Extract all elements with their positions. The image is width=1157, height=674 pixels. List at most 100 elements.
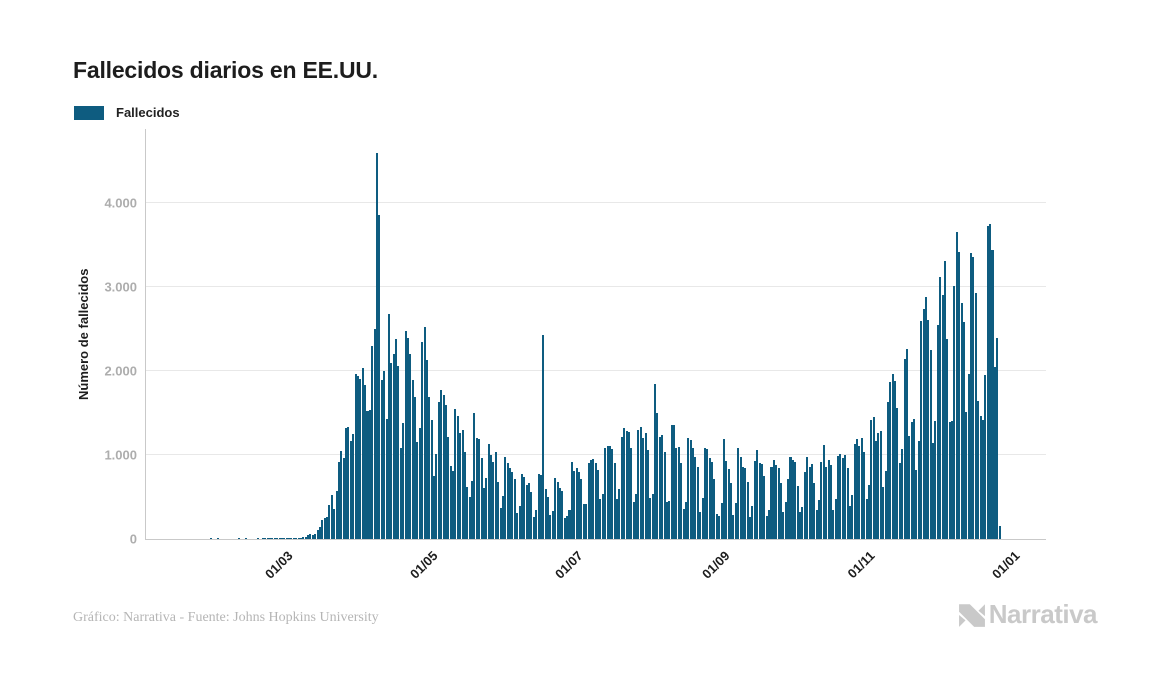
bar[interactable] — [261, 538, 264, 539]
bar[interactable] — [292, 538, 295, 539]
bar[interactable] — [608, 446, 611, 539]
bar[interactable] — [556, 482, 559, 539]
bar[interactable] — [485, 477, 488, 539]
bar[interactable] — [996, 337, 999, 539]
bar[interactable] — [913, 418, 916, 539]
bar[interactable] — [601, 494, 604, 539]
bar[interactable] — [924, 297, 927, 539]
bar[interactable] — [599, 498, 602, 539]
bar[interactable] — [882, 487, 885, 539]
bar[interactable] — [323, 518, 326, 539]
bar[interactable] — [625, 430, 628, 539]
bar[interactable] — [518, 506, 521, 539]
bar[interactable] — [865, 498, 868, 539]
bar[interactable] — [563, 517, 566, 539]
bar[interactable] — [962, 321, 965, 539]
bar[interactable] — [813, 483, 816, 539]
bar[interactable] — [551, 510, 554, 539]
bar[interactable] — [789, 457, 792, 539]
bar[interactable] — [492, 461, 495, 539]
bar[interactable] — [967, 374, 970, 539]
bar[interactable] — [582, 503, 585, 539]
bar[interactable] — [827, 460, 830, 539]
chart-legend[interactable]: Fallecidos — [74, 105, 180, 120]
bar[interactable] — [604, 447, 607, 539]
bar[interactable] — [558, 487, 561, 539]
bar[interactable] — [364, 385, 367, 539]
bar[interactable] — [651, 493, 654, 539]
bar[interactable] — [984, 375, 987, 539]
bar[interactable] — [936, 325, 939, 539]
bar[interactable] — [627, 432, 630, 539]
bar[interactable] — [744, 468, 747, 539]
bar[interactable] — [768, 510, 771, 539]
bar[interactable] — [872, 417, 875, 539]
bar[interactable] — [886, 401, 889, 539]
bar[interactable] — [839, 453, 842, 539]
bar[interactable] — [390, 362, 393, 539]
bar[interactable] — [361, 368, 364, 539]
bar[interactable] — [335, 490, 338, 539]
bar[interactable] — [739, 456, 742, 539]
bar[interactable] — [356, 376, 359, 539]
bar[interactable] — [877, 432, 880, 539]
bar[interactable] — [307, 535, 310, 539]
bar[interactable] — [694, 456, 697, 539]
bar[interactable] — [497, 482, 500, 539]
bar[interactable] — [421, 341, 424, 539]
bar[interactable] — [891, 374, 894, 539]
bar[interactable] — [466, 486, 469, 539]
bar[interactable] — [703, 448, 706, 539]
bar[interactable] — [452, 471, 455, 539]
bar[interactable] — [316, 529, 319, 539]
bar[interactable] — [884, 471, 887, 539]
bar[interactable] — [951, 421, 954, 539]
bar[interactable] — [929, 349, 932, 539]
bar[interactable] — [974, 292, 977, 539]
bar[interactable] — [366, 410, 369, 539]
bar[interactable] — [302, 537, 305, 539]
bar[interactable] — [784, 501, 787, 539]
bar[interactable] — [746, 481, 749, 539]
bar[interactable] — [758, 462, 761, 539]
bar[interactable] — [318, 527, 321, 539]
bar[interactable] — [333, 508, 336, 539]
bar[interactable] — [490, 455, 493, 539]
bar[interactable] — [810, 463, 813, 539]
bar[interactable] — [917, 440, 920, 539]
bar[interactable] — [594, 462, 597, 539]
bar[interactable] — [587, 463, 590, 539]
bar[interactable] — [283, 538, 286, 539]
bar[interactable] — [516, 512, 519, 539]
bar[interactable] — [958, 251, 961, 539]
bar[interactable] — [549, 515, 552, 539]
bar[interactable] — [238, 538, 241, 539]
bar[interactable] — [986, 226, 989, 539]
bar[interactable] — [592, 459, 595, 539]
bar[interactable] — [875, 441, 878, 539]
bar[interactable] — [437, 402, 440, 539]
bar[interactable] — [993, 366, 996, 539]
bar[interactable] — [589, 460, 592, 539]
bar[interactable] — [347, 427, 350, 539]
bar[interactable] — [245, 538, 248, 539]
bar[interactable] — [463, 452, 466, 539]
bar[interactable] — [606, 445, 609, 539]
bar[interactable] — [722, 438, 725, 539]
bar[interactable] — [506, 462, 509, 539]
bar[interactable] — [794, 461, 797, 539]
bar[interactable] — [799, 512, 802, 539]
bar[interactable] — [266, 538, 269, 539]
bar[interactable] — [397, 365, 400, 539]
bar[interactable] — [901, 448, 904, 539]
bar[interactable] — [271, 538, 274, 539]
bar[interactable] — [530, 491, 533, 539]
bar[interactable] — [573, 471, 576, 539]
bar[interactable] — [715, 513, 718, 539]
bar[interactable] — [630, 447, 633, 539]
bar[interactable] — [803, 471, 806, 539]
bar[interactable] — [908, 435, 911, 539]
bar[interactable] — [416, 442, 419, 539]
bar[interactable] — [383, 371, 386, 539]
bar[interactable] — [770, 466, 773, 539]
